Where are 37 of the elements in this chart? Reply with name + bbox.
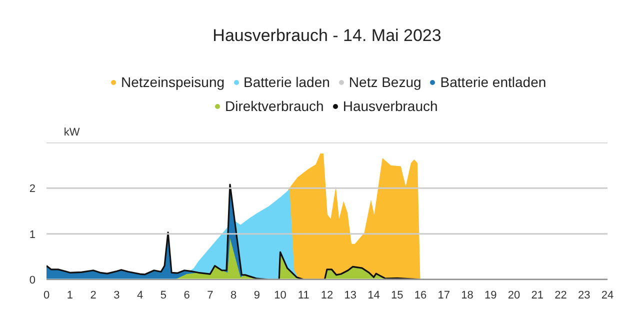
x-tick-label: 22 [554, 290, 567, 302]
line-series [46, 184, 608, 280]
x-tick-label: 3 [114, 290, 120, 302]
x-tick-label: 8 [230, 290, 237, 302]
legend-label: Netzeinspeisung [121, 74, 225, 90]
x-tick-label: 11 [298, 290, 310, 302]
x-tick-label: 14 [368, 290, 380, 302]
x-tick-label: 17 [438, 290, 450, 302]
x-tick-label: 4 [136, 290, 144, 302]
x-tick-label: 7 [207, 290, 214, 302]
x-tick-label: 1 [66, 290, 73, 302]
y-tick-label: 0 [29, 274, 36, 286]
x-tick-label: 15 [391, 290, 404, 302]
x-tick-label: 10 [274, 290, 286, 302]
x-tick-label: 18 [461, 290, 474, 302]
x-tick-label: 16 [414, 290, 427, 302]
legend-label: Netz Bezug [348, 74, 422, 90]
legend-label: Direktverbrauch [225, 98, 324, 114]
legend-label: Hausverbrauch [342, 98, 438, 114]
x-tick-label: 20 [508, 290, 520, 302]
x-tick-label: 24 [601, 290, 614, 302]
x-tick-label: 21 [531, 290, 544, 302]
y-axis-title: kW [64, 126, 80, 138]
x-tick-label: 5 [160, 290, 166, 302]
x-tick-label: 12 [320, 290, 334, 302]
chart-title: Hausverbrauch - 14. Mai 2023 [212, 26, 442, 45]
x-tick-label: 13 [344, 290, 357, 302]
x-tick-label: 9 [254, 290, 260, 302]
legend-label: Batterie entladen [440, 74, 546, 90]
x-tick-label: 23 [578, 290, 590, 302]
x-tick-label: 6 [184, 290, 190, 302]
x-tick-label: 0 [43, 290, 50, 302]
y-tick-label: 1 [29, 228, 36, 241]
legend-label: Batterie laden [244, 74, 330, 90]
x-tick-label: 2 [90, 290, 96, 302]
x-tick-label: 19 [484, 290, 497, 302]
y-tick-label: 2 [29, 183, 36, 196]
